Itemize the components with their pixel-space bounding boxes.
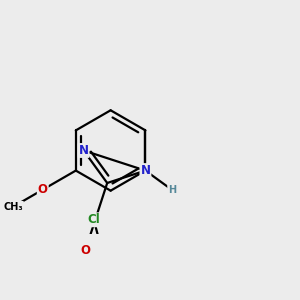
Text: N: N: [79, 144, 88, 157]
Text: O: O: [38, 183, 48, 196]
Text: CH₃: CH₃: [3, 202, 23, 212]
Text: H: H: [168, 185, 176, 195]
Text: Cl: Cl: [87, 213, 100, 226]
Text: N: N: [140, 164, 150, 177]
Text: O: O: [80, 244, 90, 257]
